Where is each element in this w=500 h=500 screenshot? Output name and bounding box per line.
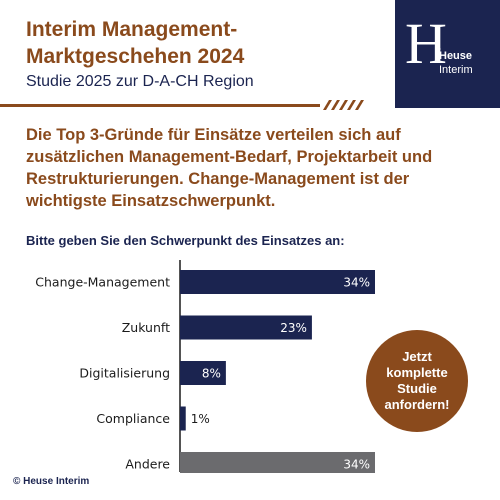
category-label: Change-Management [35, 275, 170, 290]
value-label: 34% [343, 276, 370, 290]
chart-bar [180, 315, 312, 340]
logo-mark: H [405, 11, 447, 76]
page-title: Interim Management- Marktgeschehen 2024 [26, 18, 245, 68]
logo-text-heuse: Heuse [439, 50, 473, 62]
chart-question: Bitte geben Sie den Schwerpunkt des Eins… [26, 233, 345, 248]
decorative-stripe-bar [0, 100, 364, 110]
logo-flag-icon [435, 46, 441, 52]
copyright-text: © Heuse Interim [13, 476, 90, 487]
category-label: Andere [125, 457, 170, 472]
page-subtitle: Studie 2025 zur D-A-CH Region [26, 73, 254, 90]
chart-bar [180, 270, 375, 294]
chart-bar [180, 361, 226, 385]
value-label: 8% [202, 367, 221, 381]
headline-text: Die Top 3-Gründe für Einsätze verteilen … [26, 126, 433, 210]
bar-chart: Change-Management 34% Zukunft 23% Digitalisi… [35, 260, 375, 473]
category-label: Digitalisierung [79, 366, 170, 381]
value-label: 34% [343, 458, 370, 472]
chart-bar [180, 452, 375, 473]
request-study-button[interactable]: Jetzt komplette Studie anfordern! [366, 330, 468, 432]
category-label: Zukunft [122, 320, 170, 335]
value-label: 1% [191, 412, 210, 426]
brand-logo: H Heuse Interim [395, 0, 500, 108]
value-label: 23% [280, 321, 307, 335]
chart-bar [180, 406, 186, 431]
category-label: Compliance [96, 411, 170, 426]
logo-text-interim: Interim [439, 64, 473, 76]
